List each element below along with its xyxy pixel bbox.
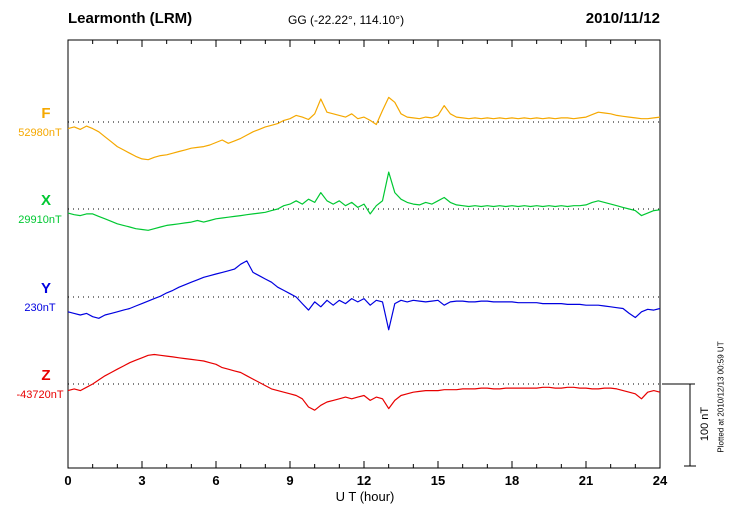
x-tick-label: 9 [286, 473, 293, 488]
x-tick-label: 24 [653, 473, 668, 488]
trace-F [67, 96, 661, 161]
x-tick-label: 3 [138, 473, 145, 488]
x-tick-label: 21 [579, 473, 593, 488]
observation-date: 2010/11/12 [585, 10, 660, 27]
scalebar-label: 100 nT [699, 406, 711, 442]
trace-Z [67, 353, 661, 411]
geographic-coords: GG (-22.22°, 114.10°) [288, 13, 405, 27]
series-baseline-value-Z: -43720nT [16, 389, 63, 401]
plot-border [67, 39, 661, 469]
series-baseline-value-F: 52980nT [18, 127, 62, 139]
plotted-at-note: Plotted at 2010/12/13 00:59 UT [716, 341, 726, 453]
x-tick-label: 15 [431, 473, 445, 488]
station-title: Learmonth (LRM) [68, 10, 193, 27]
x-tick-label: 18 [505, 473, 519, 488]
x-tick-label: 0 [64, 473, 71, 488]
x-tick-label: 6 [212, 473, 219, 488]
series-letter-F: F [41, 105, 50, 122]
series-letter-Z: Z [41, 367, 50, 384]
series-baseline-value-Y: 230nT [24, 302, 55, 314]
trace-Y [67, 260, 661, 331]
x-tick-label: 12 [357, 473, 371, 488]
x-axis-label: U T (hour) [335, 489, 395, 504]
series-baseline-value-X: 29910nT [18, 214, 62, 226]
series-letter-X: X [41, 192, 51, 209]
series-letter-Y: Y [41, 280, 51, 297]
trace-X [67, 171, 661, 231]
